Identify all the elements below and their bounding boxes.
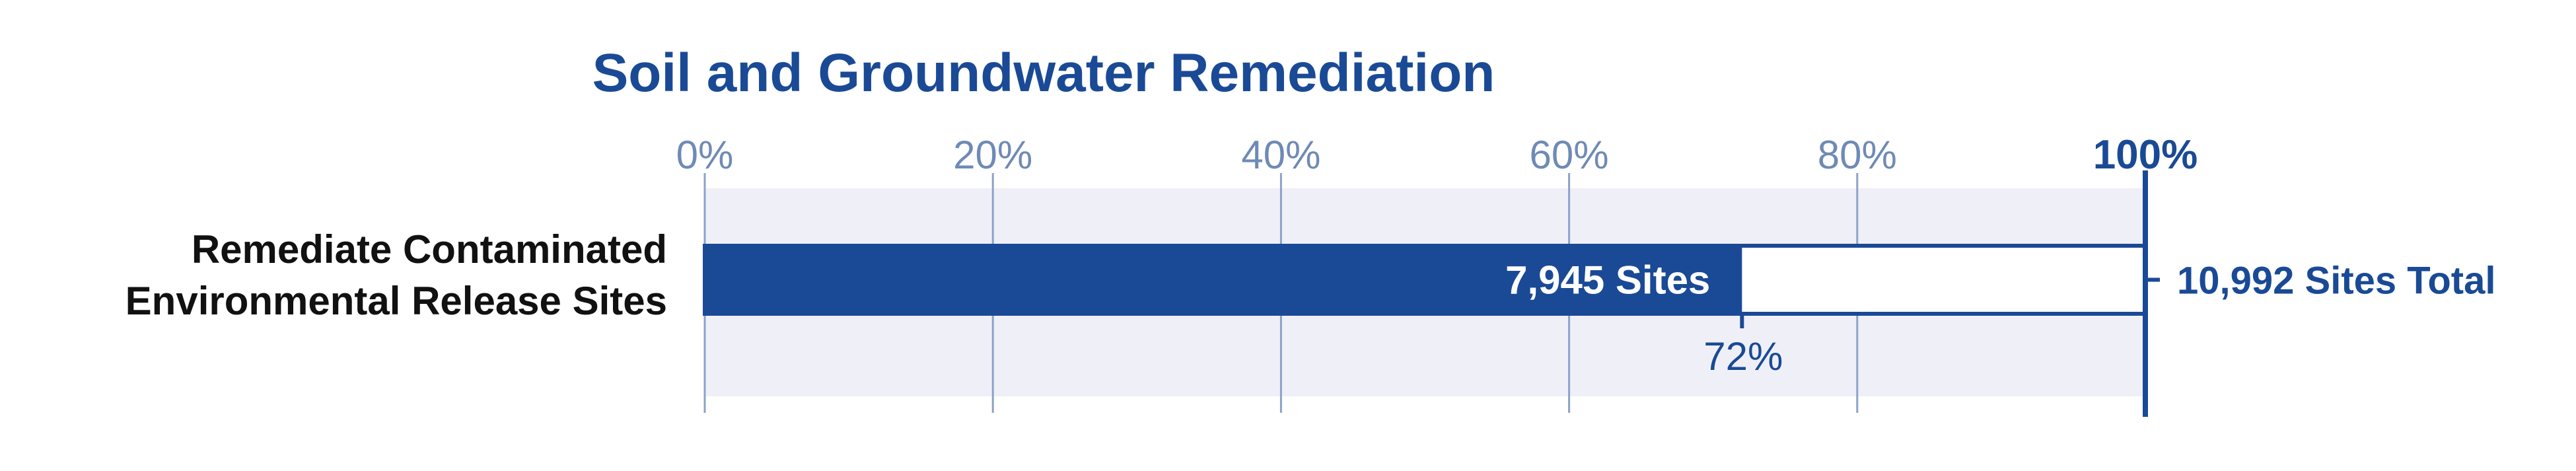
category-label: Remediate Contaminated Environmental Rele… (125, 227, 667, 323)
x-tick-label-40: 40% (1241, 133, 1320, 177)
total-sites-label: 10,992 Sites Total (2177, 260, 2496, 303)
category-label-line-2: Environmental Release Sites (125, 279, 667, 323)
x-tick-label-20: 20% (953, 133, 1032, 177)
category-label-line-1: Remediate Contaminated (192, 227, 667, 272)
bar-percent-label: 72% (1703, 334, 1783, 379)
x-tick-label-100: 100% (2093, 132, 2198, 178)
bar-value-label: 7,945 Sites (1505, 258, 1710, 303)
chart-title: Soil and Groundwater Remediation (592, 43, 1495, 103)
x-tick-label-0: 0% (676, 133, 734, 177)
bar-completed (705, 246, 1742, 314)
bar-layer (703, 170, 2160, 417)
label-layer: 0% 20% 40% 60% 80% 100% 7,945 Sites 72% 10,992 S… (125, 132, 2496, 379)
x-tick-label-60: 60% (1530, 133, 1609, 177)
x-tick-label-80: 80% (1818, 133, 1897, 177)
